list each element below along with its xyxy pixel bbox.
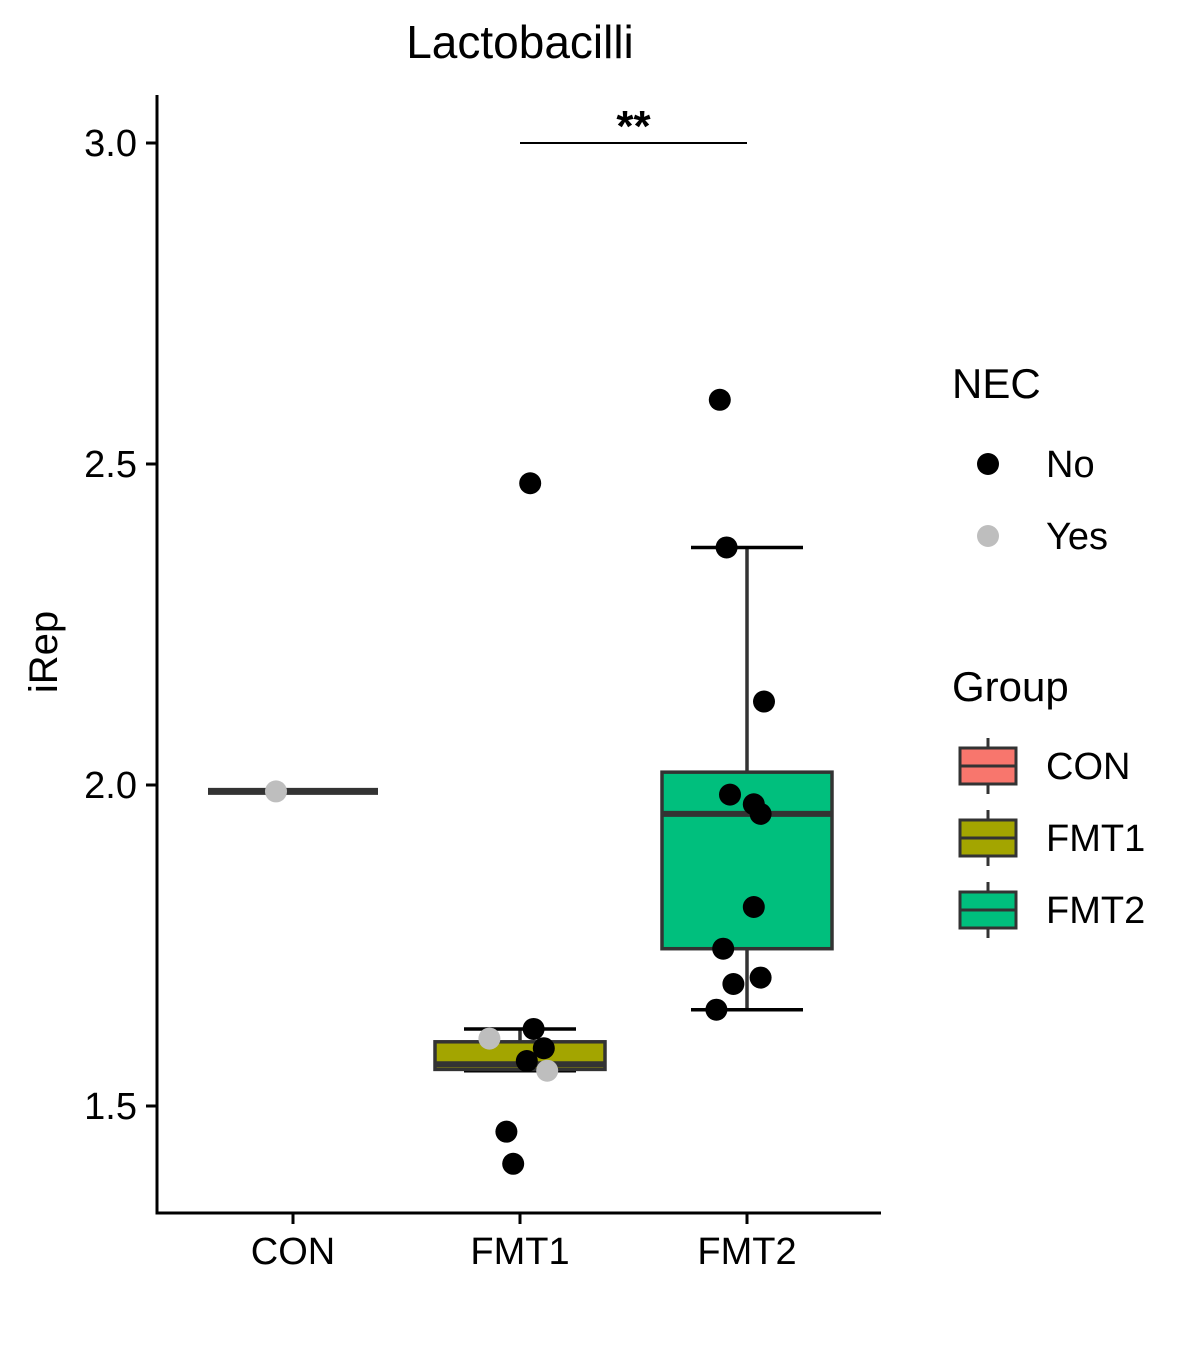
data-point — [712, 937, 735, 960]
data-point — [749, 966, 772, 989]
legend-key-nec — [977, 525, 999, 547]
x-tick-label: FMT2 — [697, 1231, 796, 1273]
plot-area: 1.5 2.0 2.5 3.0 CON FMT1 FMT2 ** — [84, 95, 881, 1273]
legend-key-nec — [977, 453, 999, 475]
x-tick-label: CON — [251, 1231, 335, 1273]
chart-title: Lactobacilli — [406, 16, 634, 68]
legend-label-group: CON — [1046, 746, 1130, 788]
data-point — [478, 1027, 501, 1050]
data-point — [265, 780, 287, 803]
data-point — [495, 1120, 518, 1143]
y-axis-title: iRep — [22, 611, 66, 693]
x-tick-label: FMT1 — [470, 1231, 569, 1273]
data-point — [522, 1017, 545, 1040]
y-tick-label: 2.5 — [84, 444, 137, 486]
legend-label-nec: Yes — [1046, 516, 1108, 558]
legend-label-nec: No — [1046, 444, 1095, 486]
y-tick-label: 2.0 — [84, 765, 137, 807]
data-point — [753, 690, 775, 713]
data-point — [742, 895, 765, 918]
data-point — [705, 998, 728, 1021]
data-point — [722, 973, 745, 996]
data-point — [519, 472, 542, 495]
data-point — [536, 1059, 559, 1082]
data-point — [515, 1050, 538, 1073]
legend-title-group: Group — [952, 663, 1069, 710]
significance-label: ** — [616, 102, 651, 151]
data-point — [749, 802, 772, 825]
legend-label-group: FMT1 — [1046, 818, 1145, 860]
data-point — [708, 388, 731, 411]
legend-label-group: FMT2 — [1046, 890, 1145, 932]
data-point — [532, 1037, 555, 1060]
y-tick-label: 3.0 — [84, 123, 137, 165]
legend-title-nec: NEC — [952, 360, 1041, 407]
y-tick-label: 1.5 — [84, 1086, 137, 1128]
data-point — [715, 536, 738, 559]
data-point — [719, 783, 741, 806]
data-point — [502, 1152, 525, 1175]
